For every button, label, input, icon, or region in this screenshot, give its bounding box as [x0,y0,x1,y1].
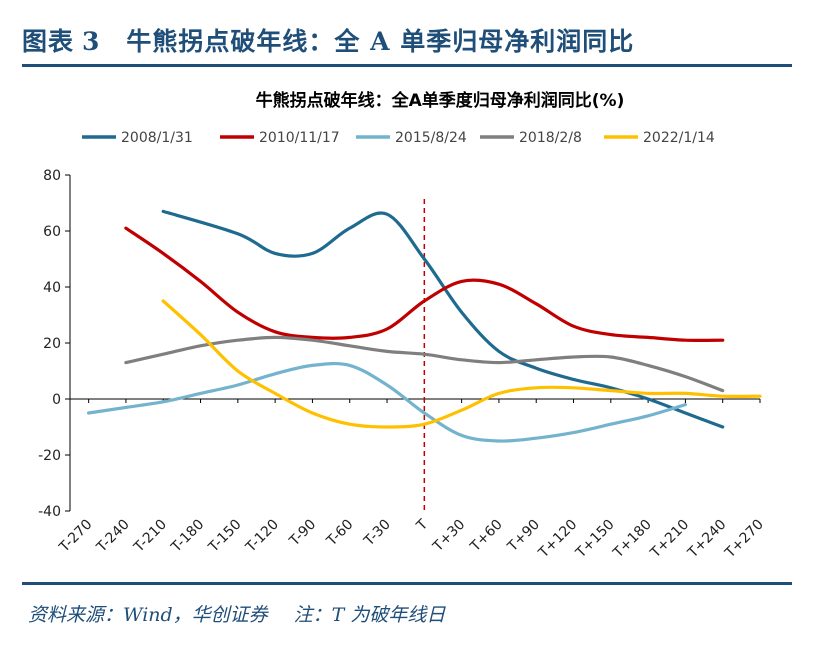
y-tick-label: -20 [38,448,61,464]
axes [65,174,761,512]
x-tick-label: T+30 [429,517,468,556]
x-tick-label: T+210 [647,517,692,562]
legend-label: 2022/1/14 [643,130,715,146]
x-tick-label: T+240 [684,517,729,562]
y-tick-label: 20 [43,336,61,352]
figure-number: 3 [82,27,101,56]
legend-label: 2010/11/17 [259,130,340,146]
legend-label: 2015/8/24 [395,130,467,146]
x-tick-label: T-90 [286,517,319,550]
x-tick-label: T-60 [323,517,356,550]
x-tick-label: T+180 [610,517,655,562]
series-line-2008-1-31 [161,209,725,429]
x-tick-label: T+120 [535,517,580,562]
x-tick-label: T+150 [572,517,617,562]
x-tick-label: T+60 [467,517,506,556]
x-tick-label: T-180 [168,517,208,557]
legend-label: 2018/2/8 [519,130,582,146]
y-tick-label: 40 [43,280,61,296]
y-tick-label: 0 [52,392,61,408]
y-tick-label: 60 [43,224,61,240]
legend-label: 2008/1/31 [121,130,193,146]
series-line-2022-1-14 [161,299,762,429]
x-tick-label: T-30 [361,517,394,550]
line-chart: 牛熊拐点破年线：全A单季度归母净利润同比(%) 2008/1/31 2010/11… [38,90,767,562]
figure-title: 图表 3 牛熊拐点破年线：全 A 单季归母净利润同比 [22,22,634,58]
series-layer [87,209,762,443]
source-text: 资料来源：Wind，华创证券 [28,604,268,626]
x-tick-label: T-270 [56,517,96,557]
chart-legend: 2008/1/31 2010/11/17 2015/8/24 2018/2/8 2022… [82,130,715,146]
x-tick-label: T-240 [93,517,133,557]
series-line-2010-11-17 [124,226,725,343]
y-tick-label: -40 [38,504,61,520]
figure-header: 图表 3 牛熊拐点破年线：全 A 单季归母净利润同比 [0,0,832,68]
figure-label: 图表 [22,27,75,56]
x-tick-label: T-120 [242,517,282,557]
x-tick-label: T+270 [722,517,767,562]
figure-title-text: 牛熊拐点破年线：全 A 单季归母净利润同比 [126,27,635,56]
x-tick-label: T [413,516,431,534]
footnote-text: 注：T 为破年线日 [293,604,446,626]
x-tick-label: T-210 [130,517,170,557]
header-rule [22,64,792,67]
series-line-2015-8-24 [87,361,687,443]
x-tick-label: T-150 [205,517,245,557]
footer-rule [22,582,792,585]
series-line-2018-2-8 [124,335,725,393]
y-tick-label: 80 [43,168,61,184]
chart-title: 牛熊拐点破年线：全A单季度归母净利润同比(%) [256,90,625,111]
source-note: 资料来源：Wind，华创证券 注：T 为破年线日 [28,600,445,627]
